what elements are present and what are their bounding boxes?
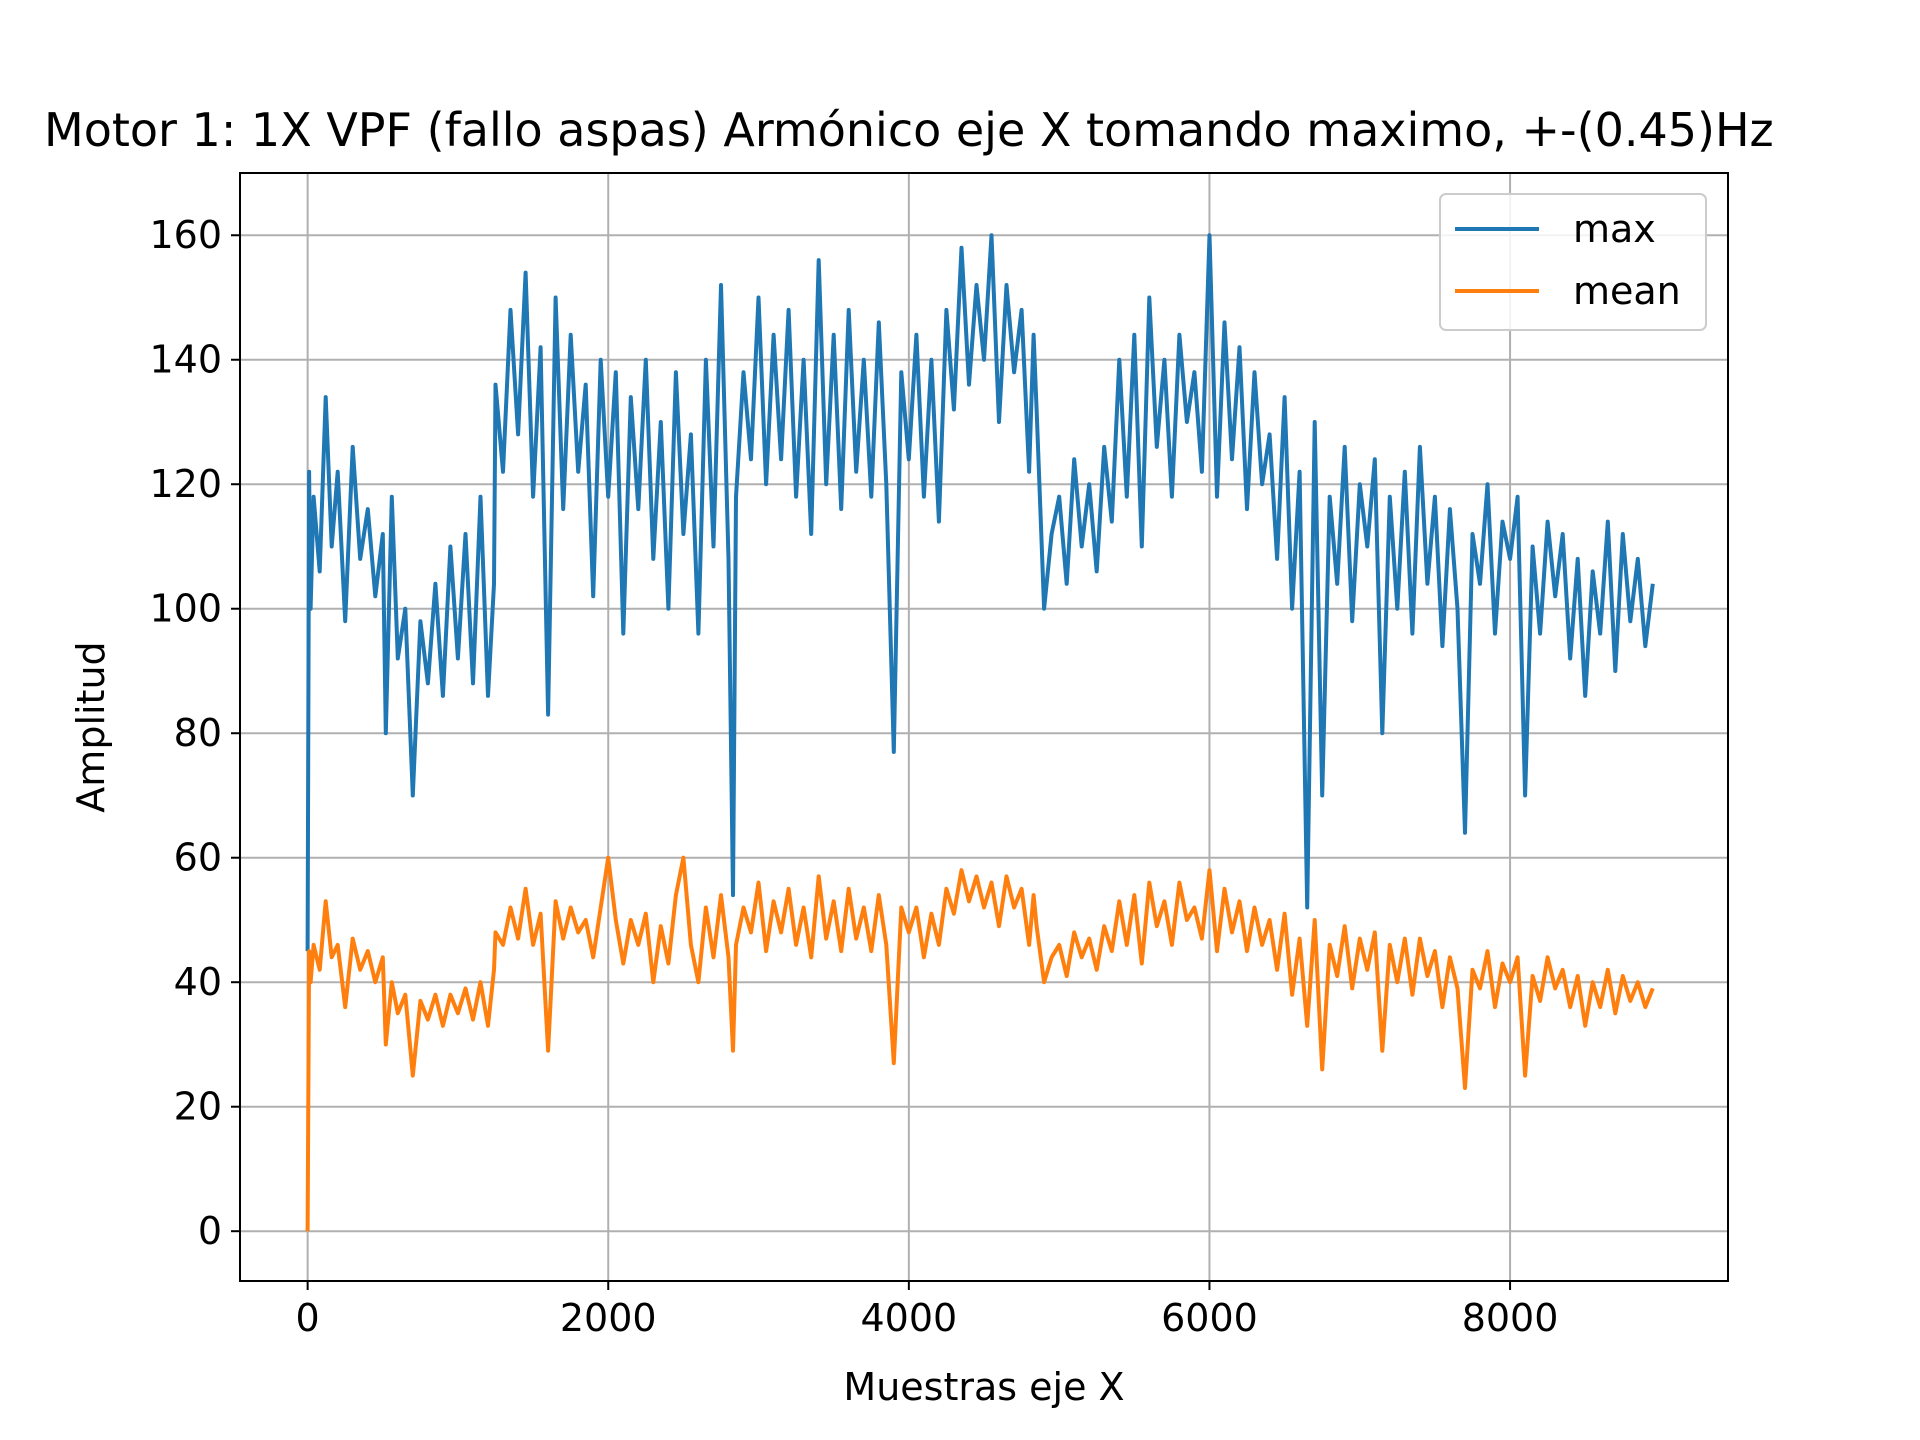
y-tick-label: 80	[174, 711, 222, 755]
y-tick-label: 40	[174, 960, 222, 1004]
x-tick-label: 2000	[560, 1296, 657, 1340]
x-axis-label: Muestras eje X	[843, 1365, 1124, 1409]
x-tick-label: 6000	[1161, 1296, 1258, 1340]
series-line-max	[305, 233, 1655, 952]
x-tick-label: 8000	[1462, 1296, 1559, 1340]
legend-label-max: max	[1573, 207, 1656, 251]
series-lines	[305, 233, 1655, 1232]
y-tick-label: 0	[198, 1209, 222, 1253]
y-tick-label: 20	[174, 1085, 222, 1129]
legend-label-mean: mean	[1573, 269, 1681, 313]
x-tick-label: 0	[296, 1296, 320, 1340]
y-tick-label: 160	[149, 213, 222, 257]
y-tick-label: 120	[149, 462, 222, 506]
y-tick-label: 60	[174, 836, 222, 880]
axis-ticks: 0 2000 4000 6000 8000 0 20 40 60 80 100 120 140 160	[149, 213, 1558, 1340]
y-axis-label: Amplitud	[69, 641, 113, 812]
legend: max mean	[1439, 193, 1707, 331]
series-line-mean	[305, 855, 1655, 1232]
y-tick-label: 100	[149, 587, 222, 631]
y-tick-label: 140	[149, 338, 222, 382]
plot-frame	[239, 172, 1729, 1282]
x-tick-label: 4000	[860, 1296, 957, 1340]
chart-title: Motor 1: 1X VPF (fallo aspas) Armónico e…	[44, 103, 1774, 157]
grid	[240, 173, 1728, 1281]
